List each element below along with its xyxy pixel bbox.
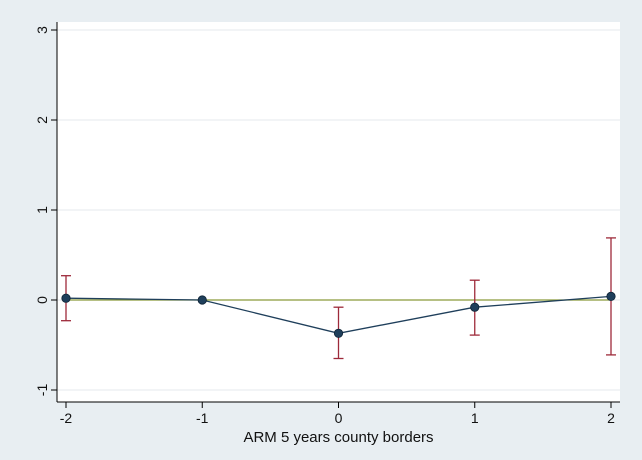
y-tick-label-2: 1 [34, 206, 50, 214]
data-point-0 [61, 293, 71, 303]
data-point-1 [197, 295, 207, 305]
y-tick-label-4: 3 [34, 26, 50, 34]
y-ticks: -1 0 1 2 3 [34, 26, 57, 396]
data-point-2 [333, 328, 344, 338]
x-ticks: -2 -1 0 1 2 [60, 402, 615, 426]
data-point-4 [606, 291, 616, 301]
x-tick-label-0: -2 [60, 410, 73, 426]
x-tick-label-4: 2 [607, 410, 615, 426]
series-group [61, 291, 616, 338]
y-tick-label-0: -1 [34, 384, 50, 397]
x-axis-title: ARM 5 years county borders [243, 429, 433, 446]
x-tick-label-2: 0 [335, 410, 343, 426]
y-tick-label-3: 2 [34, 116, 50, 124]
y-tick-label-1: 0 [34, 296, 50, 304]
x-tick-label-3: 1 [471, 410, 479, 426]
data-point-3 [470, 302, 480, 312]
x-tick-label-1: -1 [196, 410, 209, 426]
